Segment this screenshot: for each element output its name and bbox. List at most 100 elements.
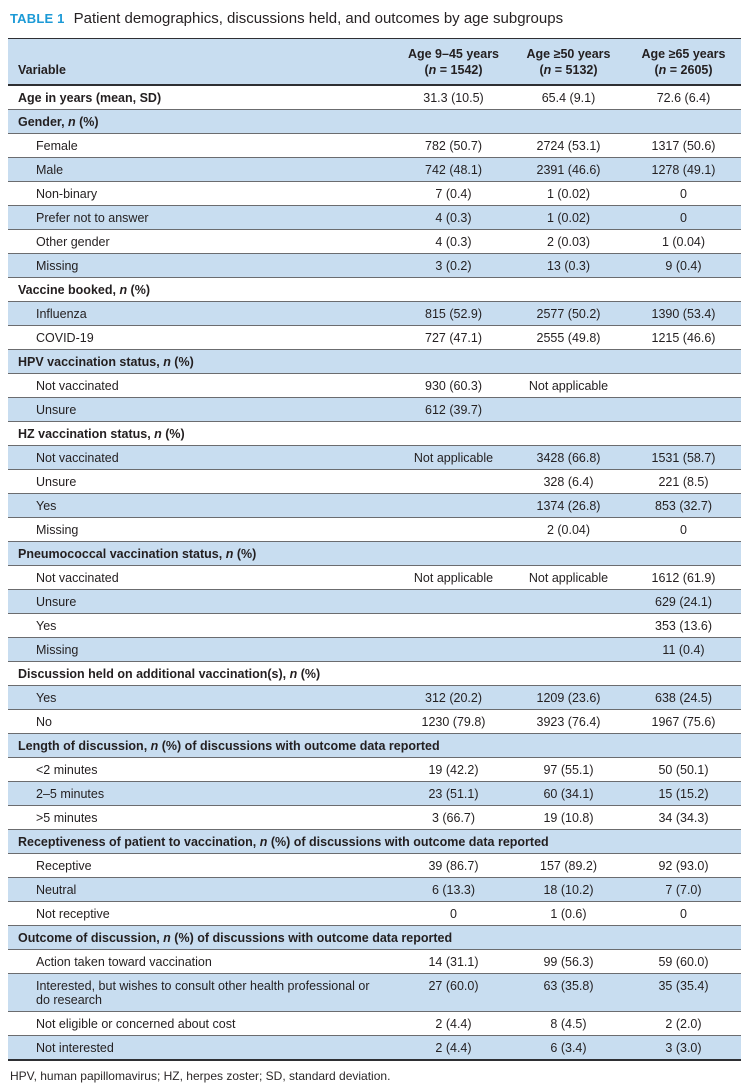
row-label: Not interested (36, 1040, 114, 1055)
row-label: Action taken toward vaccination (36, 954, 212, 969)
age-group-n: (n = 5132) (539, 63, 598, 77)
table-row: Neutral 6 (13.3) 18 (10.2) 7 (7.0) (8, 877, 741, 902)
row-value: 612 (39.7) (425, 402, 482, 417)
column-header-age-65: Age ≥65 years (n = 2605) (626, 39, 741, 86)
column-header-variable: Variable (18, 63, 66, 77)
row-value: 0 (680, 210, 687, 225)
row-value: 1390 (53.4) (651, 306, 716, 321)
row-value: 59 (60.0) (658, 954, 709, 969)
row-value: 629 (24.1) (655, 594, 712, 609)
section-row: Discussion held on additional vaccinatio… (8, 661, 741, 686)
table-row: No 1230 (79.8) 3923 (76.4) 1967 (75.6) (8, 709, 741, 734)
row-value: 930 (60.3) (425, 378, 482, 393)
row-label: Not receptive (36, 906, 110, 921)
row-value: 727 (47.1) (425, 330, 482, 345)
table-number: TABLE 1 (10, 11, 65, 26)
table-row: Missing 3 (0.2) 13 (0.3) 9 (0.4) (8, 253, 741, 278)
row-value (396, 518, 511, 542)
row-value: 50 (50.1) (658, 762, 709, 777)
row-label: Not vaccinated (36, 378, 119, 393)
row-value: 1230 (79.8) (421, 714, 486, 729)
age-group-title: Age 9–45 years (407, 47, 500, 61)
demographics-table: Variable Age 9–45 years (n = 1542) Age ≥… (8, 38, 741, 1061)
table-row: Interested, but wishes to consult other … (8, 973, 741, 1012)
row-value (396, 494, 511, 518)
row-value: 638 (24.5) (655, 690, 712, 705)
row-value: 7 (7.0) (665, 882, 702, 897)
table-title-text: Patient demographics, discussions held, … (73, 10, 564, 27)
row-label: Age in years (mean, SD) (18, 90, 162, 105)
row-value (396, 470, 511, 494)
table-row: Yes 312 (20.2) 1209 (23.6) 638 (24.5) (8, 685, 741, 710)
row-value: 9 (0.4) (665, 258, 702, 273)
row-value (511, 638, 626, 662)
table-row: Prefer not to answer 4 (0.3) 1 (0.02) 0 (8, 205, 741, 230)
row-value: 35 (35.4) (658, 978, 709, 993)
row-label: >5 minutes (36, 810, 98, 825)
row-value: Not applicable (413, 450, 494, 465)
table-row: Female 782 (50.7) 2724 (53.1) 1317 (50.6) (8, 133, 741, 158)
table-row: Missing 2 (0.04) 0 (8, 517, 741, 542)
row-value: 34 (34.3) (658, 810, 709, 825)
row-label: HPV vaccination status, n (%) (18, 354, 194, 369)
row-label: Not vaccinated (36, 570, 119, 585)
row-value: 13 (0.3) (546, 258, 591, 273)
row-label: Unsure (36, 474, 77, 489)
row-label: Receptiveness of patient to vaccination,… (18, 834, 549, 849)
table-row: Not vaccinated 930 (60.3) Not applicable (8, 373, 741, 398)
row-label: Discussion held on additional vaccinatio… (18, 666, 321, 681)
row-label: Vaccine booked, n (%) (18, 282, 150, 297)
row-label: 2–5 minutes (36, 786, 105, 801)
row-label: Influenza (36, 306, 87, 321)
row-value: 1278 (49.1) (651, 162, 716, 177)
age-group-n: (n = 1542) (424, 63, 483, 77)
row-value: 97 (55.1) (543, 762, 594, 777)
row-value: Not applicable (528, 570, 609, 585)
row-value: 157 (89.2) (540, 858, 597, 873)
section-row: Length of discussion, n (%) of discussio… (8, 733, 741, 758)
table-row: Missing 11 (0.4) (8, 637, 741, 662)
row-label: Female (36, 138, 78, 153)
table-row: Influenza 815 (52.9) 2577 (50.2) 1390 (53.4… (8, 301, 741, 326)
table-row: Not vaccinated Not applicable 3428 (66.8) 1… (8, 445, 741, 470)
row-value: 853 (32.7) (655, 498, 712, 513)
row-label: Other gender (36, 234, 110, 249)
row-value: 39 (86.7) (428, 858, 479, 873)
section-row: Gender, n (%) (8, 109, 741, 134)
row-value: 1317 (50.6) (651, 138, 716, 153)
column-header-age-9-45: Age 9–45 years (n = 1542) (396, 39, 511, 86)
row-label: Unsure (36, 594, 77, 609)
table-row: Unsure 328 (6.4) 221 (8.5) (8, 469, 741, 494)
table-row: Not eligible or concerned about cost 2 (4… (8, 1011, 741, 1036)
row-value: 1215 (46.6) (651, 330, 716, 345)
row-value: 2 (2.0) (665, 1016, 702, 1031)
row-value: 1967 (75.6) (651, 714, 716, 729)
row-value: 1 (0.02) (546, 210, 591, 225)
row-label: COVID-19 (36, 330, 94, 345)
row-value: 312 (20.2) (425, 690, 482, 705)
table-row: Age in years (mean, SD) 31.3 (10.5) 65.4 (… (8, 85, 741, 110)
section-row: Receptiveness of patient to vaccination,… (8, 829, 741, 854)
row-value: 2391 (46.6) (536, 162, 601, 177)
table-row: Not vaccinated Not applicable Not applicab… (8, 565, 741, 590)
row-value: 27 (60.0) (428, 978, 479, 993)
row-value: 7 (0.4) (435, 186, 472, 201)
row-value: 19 (42.2) (428, 762, 479, 777)
row-value: 6 (13.3) (431, 882, 476, 897)
row-label: No (36, 714, 52, 729)
row-label: Yes (36, 498, 57, 513)
age-group-n: (n = 2605) (654, 63, 713, 77)
row-value: 1 (0.6) (550, 906, 587, 921)
row-value: 3923 (76.4) (536, 714, 601, 729)
row-label: Length of discussion, n (%) of discussio… (18, 738, 440, 753)
row-value: 4 (0.3) (435, 234, 472, 249)
header-row: Variable Age 9–45 years (n = 1542) Age ≥… (8, 38, 741, 86)
age-group-title: Age ≥50 years (526, 47, 611, 61)
table-row: COVID-19 727 (47.1) 2555 (49.8) 1215 (46.6) (8, 325, 741, 350)
row-value: 8 (4.5) (550, 1016, 587, 1031)
row-label: Pneumococcal vaccination status, n (%) (18, 546, 257, 561)
section-row: Outcome of discussion, n (%) of discussi… (8, 925, 741, 950)
row-value: 3 (66.7) (431, 810, 476, 825)
row-label: Yes (36, 690, 57, 705)
row-value: 2555 (49.8) (536, 330, 601, 345)
